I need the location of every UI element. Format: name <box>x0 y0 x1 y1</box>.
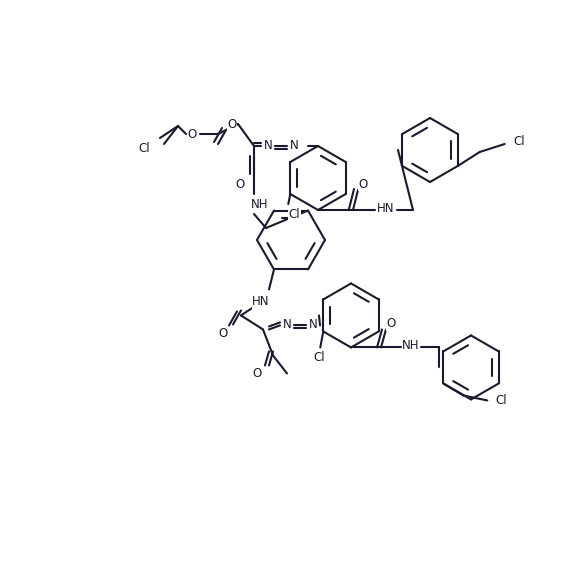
Text: N: N <box>283 318 292 331</box>
Text: O: O <box>218 327 227 340</box>
Text: N: N <box>289 138 298 151</box>
Text: HN: HN <box>252 295 270 308</box>
Text: Cl: Cl <box>288 208 300 221</box>
Text: O: O <box>359 178 368 191</box>
Text: NH: NH <box>251 197 269 211</box>
Text: N: N <box>309 318 318 331</box>
Text: Cl: Cl <box>495 394 507 407</box>
Text: NH: NH <box>402 339 420 352</box>
Text: O: O <box>235 178 245 191</box>
Text: O: O <box>252 367 262 380</box>
Text: HN: HN <box>377 201 395 215</box>
Text: Cl: Cl <box>513 134 525 147</box>
Text: Cl: Cl <box>138 142 150 155</box>
Text: O: O <box>227 118 236 130</box>
Text: O: O <box>386 317 396 330</box>
Text: N: N <box>263 138 272 151</box>
Text: O: O <box>187 127 196 141</box>
Text: Cl: Cl <box>314 351 325 364</box>
